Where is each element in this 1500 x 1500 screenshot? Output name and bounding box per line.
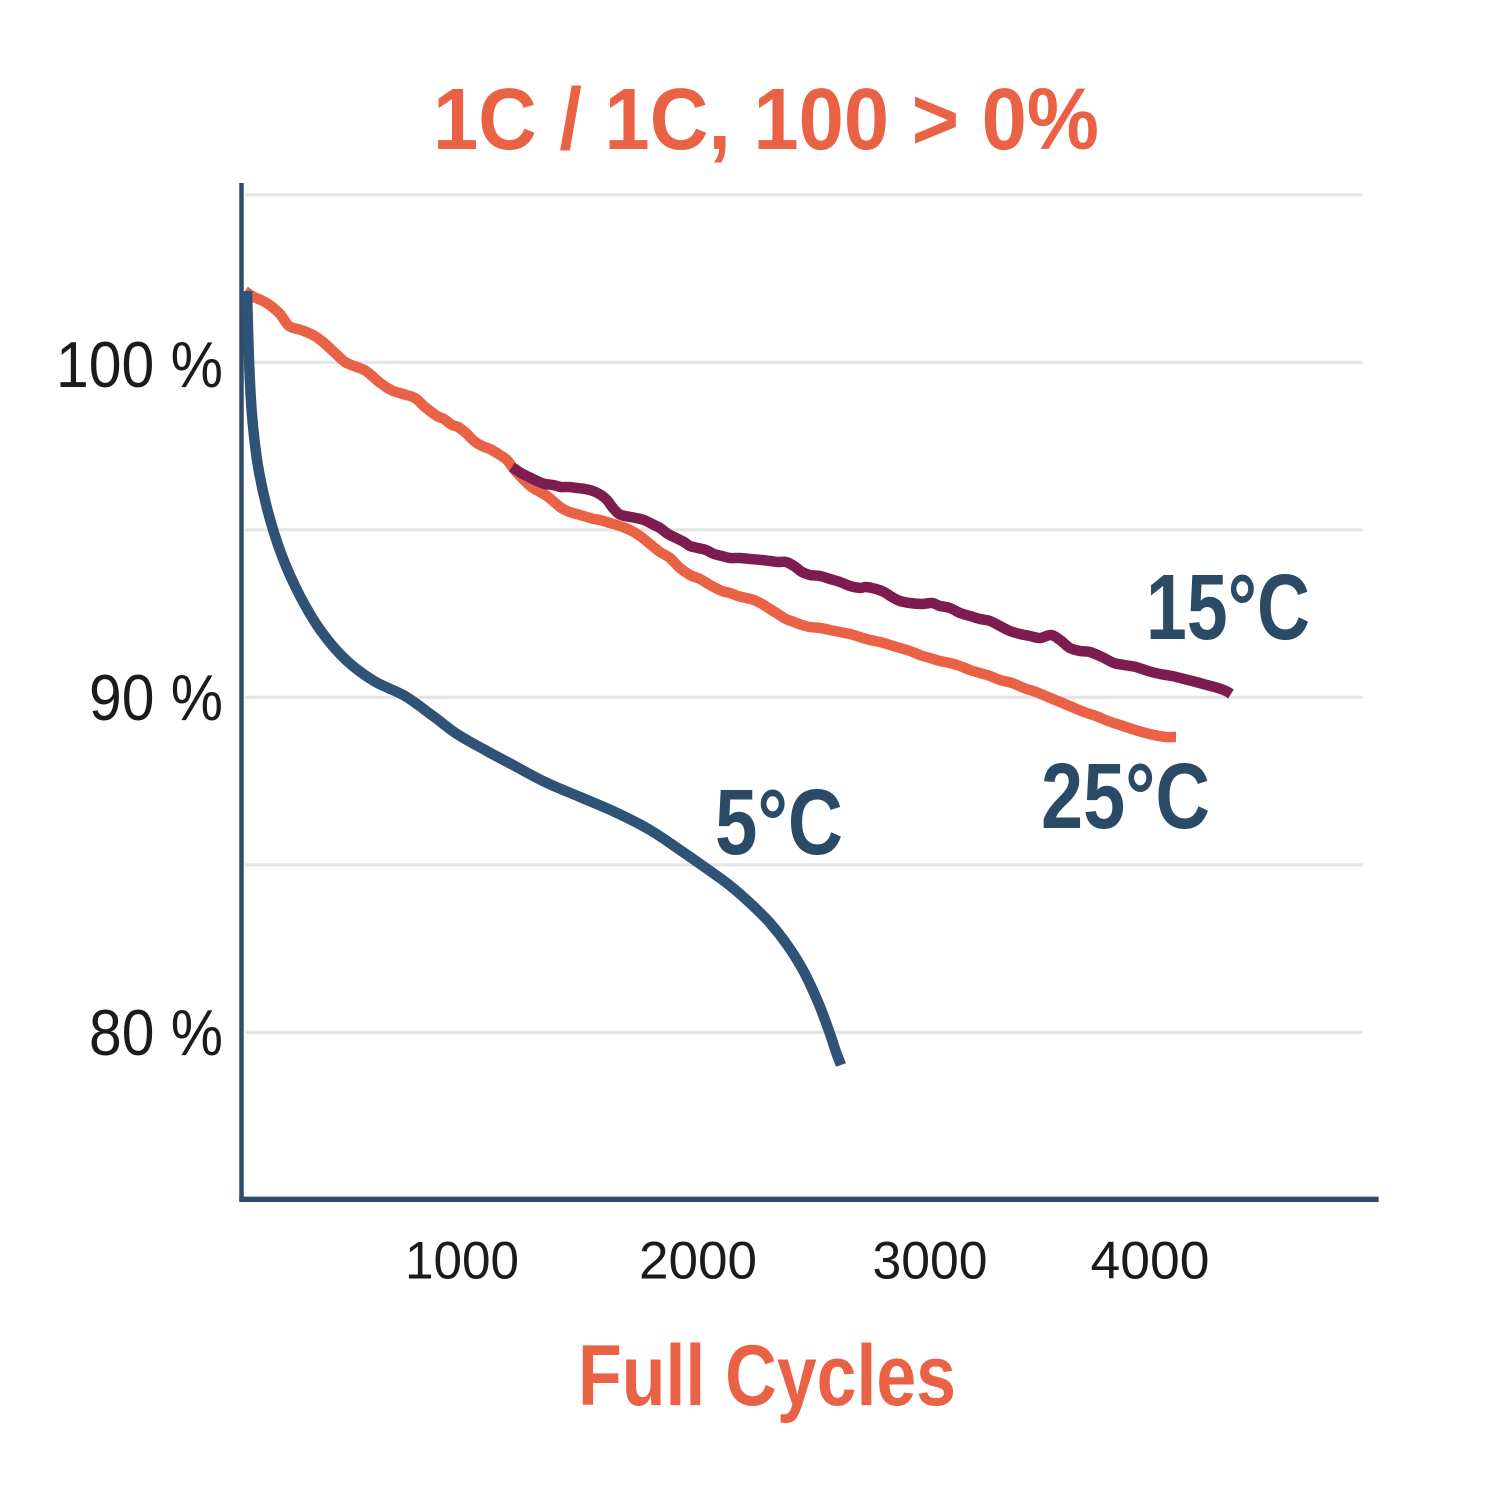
svg-text:5°C: 5°C bbox=[715, 770, 843, 874]
svg-text:90 %: 90 % bbox=[89, 661, 223, 734]
svg-text:1000: 1000 bbox=[405, 1232, 519, 1291]
svg-text:4000: 4000 bbox=[1091, 1232, 1210, 1291]
svg-text:25°C: 25°C bbox=[1041, 744, 1210, 848]
svg-text:3000: 3000 bbox=[873, 1232, 988, 1291]
svg-text:100 %: 100 % bbox=[56, 328, 223, 401]
svg-text:Full Cycles: Full Cycles bbox=[578, 1328, 956, 1424]
svg-text:1C / 1C, 100 > 0%: 1C / 1C, 100 > 0% bbox=[433, 71, 1099, 168]
svg-text:80 %: 80 % bbox=[89, 996, 223, 1069]
svg-text:2000: 2000 bbox=[639, 1232, 757, 1291]
svg-text:15°C: 15°C bbox=[1146, 555, 1310, 659]
